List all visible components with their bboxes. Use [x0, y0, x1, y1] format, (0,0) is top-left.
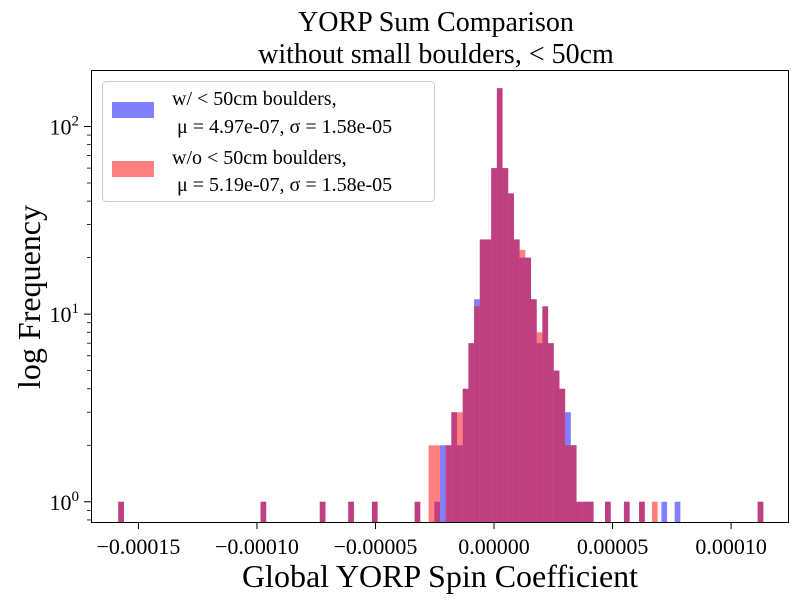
histogram-bar-series-1-bin-35: [623, 501, 630, 522]
x-tick-label: 0.00005: [577, 534, 649, 559]
legend-swatch-red: [112, 161, 154, 177]
histogram-bar-series-1-bin-21: [519, 249, 526, 522]
histogram-bar-series-1-bin-9: [451, 412, 458, 522]
histogram-bar-series-1-bin-23: [531, 299, 537, 522]
legend-label-1-line1: w/o < 50cm boulders,: [172, 147, 347, 169]
x-tick-label: −0.00005: [334, 534, 418, 559]
histogram-bar-series-1-bin-20: [513, 239, 520, 522]
legend: w/ < 50cm boulders, μ = 4.97e-07, σ = 1.…: [102, 81, 435, 202]
histogram-bar-series-1-bin-3: [348, 501, 354, 522]
plot-frame: [91, 70, 789, 523]
histogram-bar-series-1-bin-7: [434, 445, 440, 522]
histogram-bar-series-1-bin-2: [319, 501, 326, 522]
histogram-bar-series-0-bin-37: [661, 501, 668, 522]
x-tick-label: 0.00000: [458, 534, 530, 559]
histogram-bar-series-1-bin-22: [525, 257, 532, 522]
histogram-bar-series-1-bin-25: [542, 306, 549, 522]
histogram-bar-series-1-bin-14: [479, 239, 486, 522]
y-tick-label: 102: [50, 113, 80, 139]
histogram-bar-series-1-bin-37: [651, 501, 658, 522]
histogram-bar-series-1-bin-17: [496, 88, 503, 523]
legend-box: [102, 81, 435, 202]
histogram-bar-series-1-bin-28: [559, 388, 566, 522]
histogram-bar-series-0-bin-38: [674, 501, 681, 522]
histogram-bar-series-1-bin-5: [414, 501, 421, 522]
histogram-bar-series-1-bin-33: [587, 501, 594, 522]
chart-title-line1: YORP Sum Comparison: [298, 7, 574, 38]
histogram-bar-series-0-bin-7: [439, 445, 446, 522]
legend-swatch-blue: [112, 102, 154, 118]
x-tick-label: −0.00010: [215, 534, 299, 559]
histogram-bar-series-1-bin-38: [757, 501, 764, 522]
histogram-bar-series-1-bin-8: [445, 445, 452, 522]
histogram-bar-series-1-bin-32: [582, 501, 588, 522]
histogram-bar-series-1-bin-26: [548, 343, 554, 522]
histogram-bar-series-1-bin-19: [508, 193, 514, 522]
chart-title-line2: without small boulders, < 50cm: [258, 39, 614, 70]
histogram-bar-series-1-bin-27: [553, 370, 560, 522]
x-axis-label: Global YORP Spin Coefficient: [242, 558, 638, 594]
histogram-bar-series-1-bin-1: [260, 501, 267, 522]
bars-layer: [118, 88, 764, 523]
histogram-bar-series-1-bin-24: [536, 332, 543, 522]
histogram-bar-series-1-bin-10: [457, 412, 463, 522]
x-axis-ticks: −0.00015 −0.00010 −0.00005 0.00000 0.00005 0.…: [96, 522, 767, 559]
y-axis-label: log Frequency: [11, 205, 47, 389]
histogram-bar-series-1-bin-16: [491, 168, 497, 523]
y-tick-label: 101: [50, 301, 80, 327]
legend-label-1-line2: μ = 5.19e-07, σ = 1.58e-05: [172, 174, 392, 196]
histogram-bar-series-1-bin-30: [570, 445, 577, 522]
histogram-bar-series-1-bin-31: [576, 501, 583, 522]
histogram-bar-series-1-bin-15: [485, 239, 492, 522]
histogram-bar-series-1-bin-36: [639, 501, 645, 522]
histogram-bar-series-1-bin-0: [118, 501, 124, 522]
histogram-bar-series-1-bin-12: [468, 343, 475, 522]
histogram-bar-series-1-bin-11: [462, 388, 469, 522]
histogram-bar-series-1-bin-4: [371, 501, 378, 522]
histogram-bar-series-1-bin-18: [502, 168, 509, 523]
histogram-bar-series-1-bin-13: [474, 306, 480, 522]
x-tick-label: −0.00015: [96, 534, 180, 559]
histogram-bar-series-1-bin-34: [604, 501, 611, 522]
histogram-bar-series-1-bin-29: [565, 445, 571, 522]
y-tick-label: 100: [50, 489, 80, 515]
legend-label-0-line1: w/ < 50cm boulders,: [172, 88, 337, 110]
y-axis-ticks: 100 101 102: [50, 113, 91, 521]
legend-label-0-line2: μ = 4.97e-07, σ = 1.58e-05: [172, 116, 392, 138]
histogram-bar-series-1-bin-6: [428, 445, 435, 522]
x-tick-label: 0.00010: [695, 534, 767, 559]
